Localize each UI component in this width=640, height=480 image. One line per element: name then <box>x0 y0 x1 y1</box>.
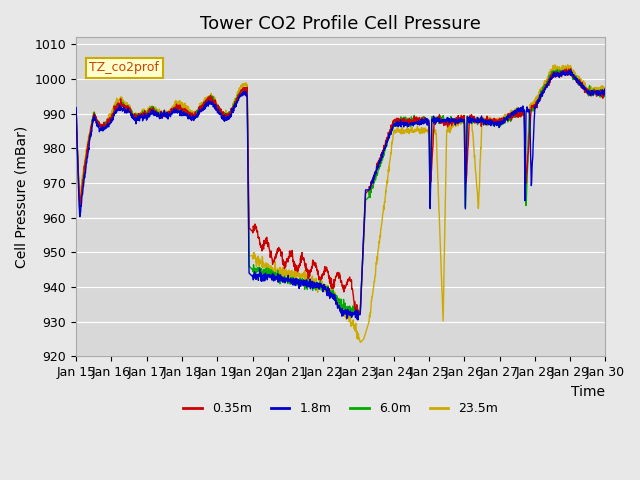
Title: Tower CO2 Profile Cell Pressure: Tower CO2 Profile Cell Pressure <box>200 15 481 33</box>
Y-axis label: Cell Pressure (mBar): Cell Pressure (mBar) <box>15 126 29 268</box>
Text: TZ_co2prof: TZ_co2prof <box>90 61 159 74</box>
X-axis label: Time: Time <box>572 384 605 398</box>
Legend: 0.35m, 1.8m, 6.0m, 23.5m: 0.35m, 1.8m, 6.0m, 23.5m <box>178 397 503 420</box>
